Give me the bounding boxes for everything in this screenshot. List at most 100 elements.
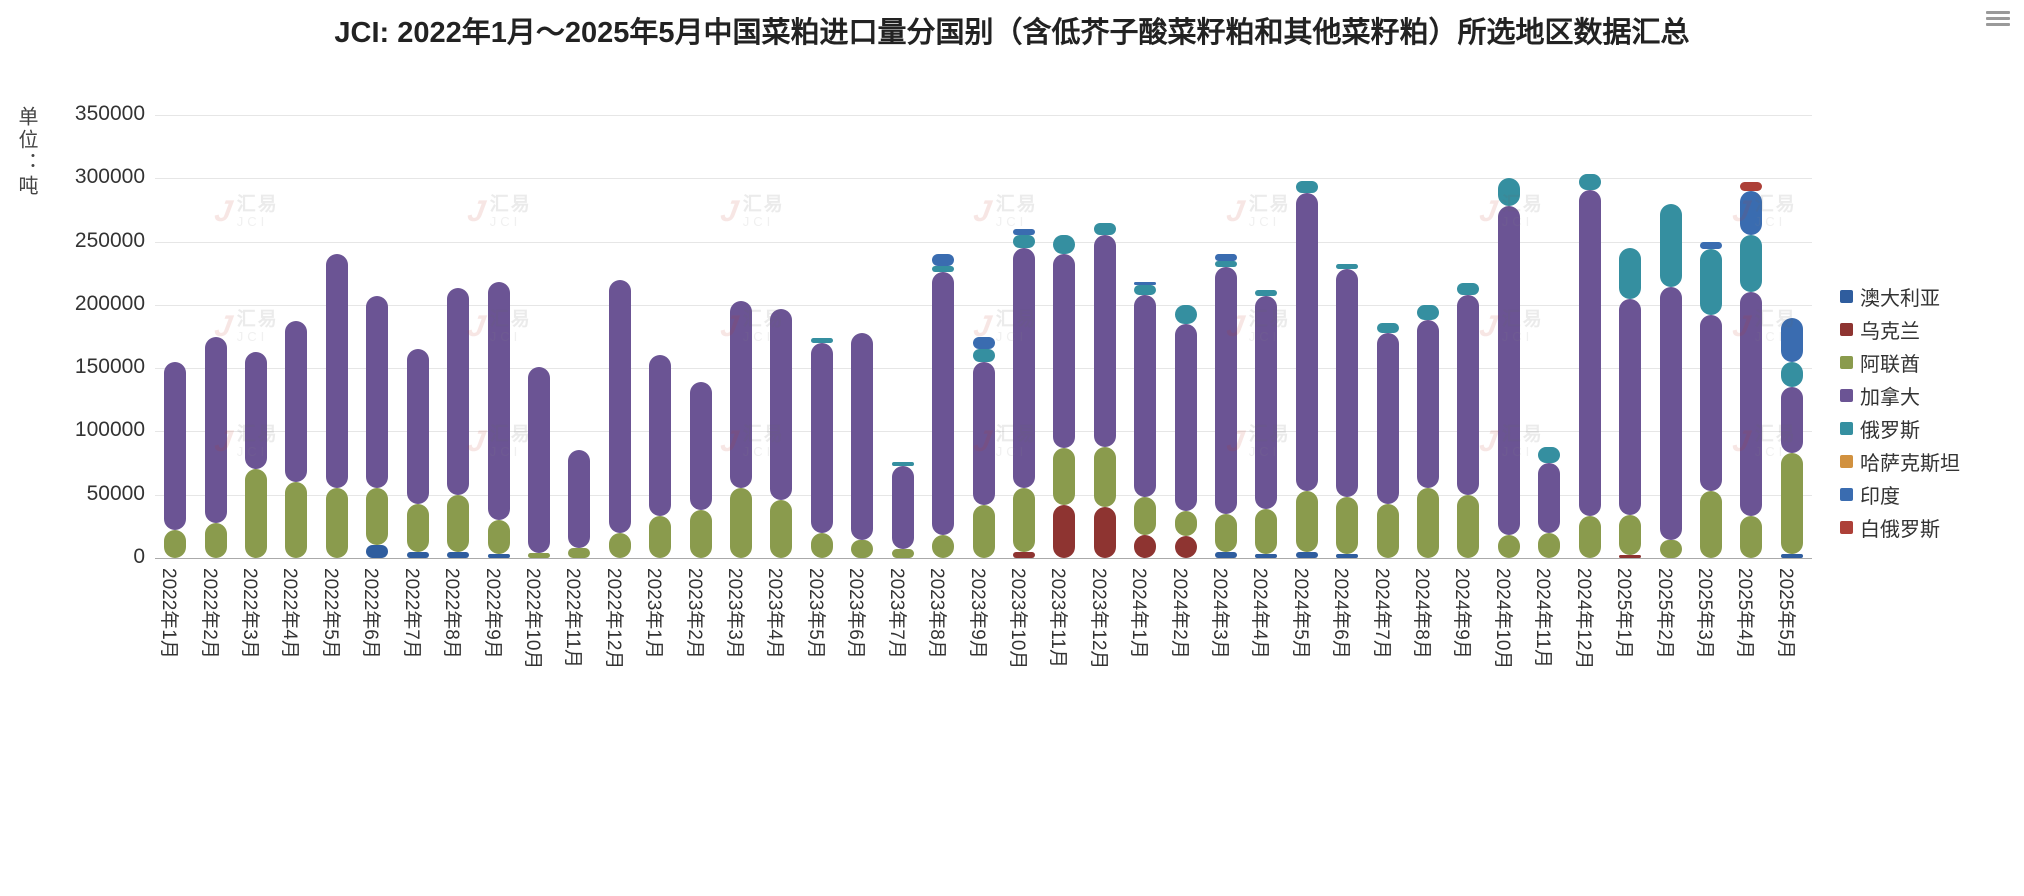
bar-segment[interactable] (1417, 304, 1440, 321)
bar-segment[interactable] (1134, 281, 1157, 285)
bar-segment[interactable] (204, 336, 227, 523)
bar-segment[interactable] (932, 271, 955, 536)
bar-segment[interactable] (1336, 264, 1359, 270)
bar-segment[interactable] (1780, 452, 1803, 555)
bar-segment[interactable] (770, 308, 793, 500)
bar-segment[interactable] (730, 488, 752, 558)
bar-segment[interactable] (972, 504, 995, 558)
bar-segment[interactable] (366, 545, 389, 558)
legend-item[interactable]: 阿联酋 (1840, 346, 1960, 379)
bar-segment[interactable] (1497, 535, 1520, 558)
bar-segment[interactable] (891, 461, 914, 466)
bar-segment[interactable] (447, 494, 470, 552)
bar-segment[interactable] (1457, 294, 1480, 495)
bar-segment[interactable] (1336, 554, 1359, 558)
bar-segment[interactable] (325, 488, 348, 558)
bar-segment[interactable] (1093, 446, 1116, 508)
bar-segment[interactable] (1093, 222, 1116, 236)
bar-segment[interactable] (1174, 536, 1197, 558)
bar-segment[interactable] (527, 366, 550, 553)
bar-segment[interactable] (1619, 247, 1642, 299)
bar-segment[interactable] (527, 552, 550, 558)
bar-segment[interactable] (1376, 322, 1399, 333)
bar-segment[interactable] (1740, 190, 1763, 236)
bar-segment[interactable] (164, 530, 187, 558)
bar-segment[interactable] (932, 254, 955, 266)
hamburger-menu-icon[interactable] (1986, 8, 2010, 28)
bar-segment[interactable] (1255, 554, 1278, 558)
bar-segment[interactable] (1538, 532, 1561, 558)
bar-segment[interactable] (1497, 206, 1520, 536)
bar-segment[interactable] (1093, 235, 1116, 447)
bar-segment[interactable] (1012, 247, 1035, 489)
bar-segment[interactable] (810, 342, 833, 533)
bar-segment[interactable] (1578, 174, 1601, 190)
bar-segment[interactable] (1457, 494, 1480, 558)
bar-segment[interactable] (891, 549, 914, 558)
bar-segment[interactable] (730, 301, 752, 489)
bar-segment[interactable] (487, 520, 510, 555)
bar-segment[interactable] (1295, 551, 1318, 558)
bar-segment[interactable] (1174, 304, 1197, 324)
bar-segment[interactable] (1134, 284, 1157, 295)
bar-segment[interactable] (1780, 387, 1803, 453)
bar-segment[interactable] (1295, 490, 1318, 552)
bar-segment[interactable] (851, 540, 874, 558)
bar-segment[interactable] (1457, 283, 1480, 295)
bar-segment[interactable] (1214, 254, 1237, 261)
bar-segment[interactable] (1619, 555, 1642, 558)
bar-segment[interactable] (1214, 551, 1237, 558)
bar-segment[interactable] (568, 450, 591, 548)
bar-segment[interactable] (689, 509, 712, 558)
bar-segment[interactable] (1336, 497, 1359, 555)
bar-segment[interactable] (1619, 298, 1642, 515)
bar-segment[interactable] (649, 516, 672, 558)
bar-segment[interactable] (770, 499, 793, 558)
bar-segment[interactable] (1012, 228, 1035, 236)
bar-segment[interactable] (487, 554, 510, 558)
bar-segment[interactable] (810, 337, 833, 343)
bar-segment[interactable] (1134, 497, 1157, 536)
bar-segment[interactable] (1214, 266, 1237, 514)
bar-segment[interactable] (1012, 235, 1035, 248)
bar-segment[interactable] (1699, 314, 1722, 491)
legend-item[interactable]: 乌克兰 (1840, 313, 1960, 346)
bar-segment[interactable] (1134, 294, 1157, 498)
bar-segment[interactable] (1053, 504, 1076, 558)
bar-segment[interactable] (204, 522, 227, 558)
bar-segment[interactable] (1699, 249, 1722, 315)
bar-segment[interactable] (1012, 488, 1035, 552)
bar-segment[interactable] (689, 382, 712, 510)
bar-segment[interactable] (568, 547, 591, 558)
legend-item[interactable]: 哈萨克斯坦 (1840, 445, 1960, 478)
bar-segment[interactable] (810, 532, 833, 558)
bar-segment[interactable] (1740, 235, 1763, 293)
bar-segment[interactable] (1295, 193, 1318, 491)
bar-segment[interactable] (1214, 260, 1237, 267)
bar-segment[interactable] (851, 332, 874, 541)
bar-segment[interactable] (1174, 511, 1197, 537)
bar-segment[interactable] (1780, 361, 1803, 388)
bar-segment[interactable] (164, 361, 187, 531)
bar-segment[interactable] (1255, 289, 1278, 296)
bar-segment[interactable] (1417, 488, 1440, 558)
bar-segment[interactable] (447, 551, 470, 558)
bar-segment[interactable] (1255, 295, 1278, 509)
bar-segment[interactable] (1538, 463, 1561, 533)
bar-segment[interactable] (406, 349, 429, 504)
bar-segment[interactable] (1053, 235, 1076, 255)
bar-segment[interactable] (285, 482, 308, 558)
bar-segment[interactable] (1740, 182, 1763, 191)
bar-segment[interactable] (891, 465, 914, 550)
bar-segment[interactable] (649, 355, 672, 517)
bar-segment[interactable] (245, 469, 268, 558)
bar-segment[interactable] (325, 254, 348, 489)
bar-segment[interactable] (1578, 516, 1601, 558)
bar-segment[interactable] (1417, 320, 1440, 489)
bar-segment[interactable] (1659, 287, 1682, 541)
bar-segment[interactable] (932, 535, 955, 558)
bar-segment[interactable] (447, 288, 470, 495)
bar-segment[interactable] (1659, 540, 1682, 558)
bar-segment[interactable] (1174, 323, 1197, 512)
bar-segment[interactable] (487, 282, 510, 521)
